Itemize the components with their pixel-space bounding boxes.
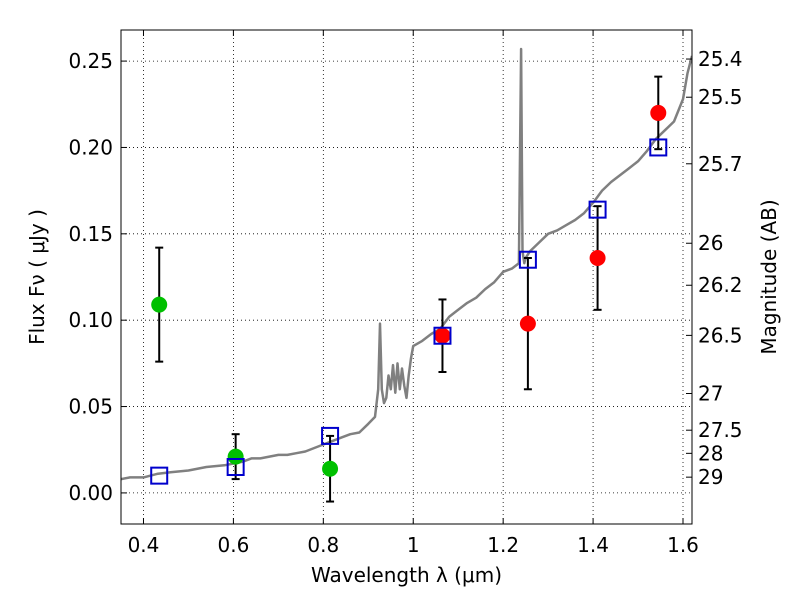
model-flux-square: [321, 426, 340, 445]
y-axis-title: Flux Fν ( μJy ): [25, 209, 49, 345]
y2-tick-label: 29: [698, 465, 723, 489]
x-tick-label: 0.4: [128, 533, 160, 557]
x-tick-label: 0.8: [307, 533, 339, 557]
y2-tick-label: 26.5: [698, 323, 743, 347]
model-flux-square: [649, 138, 668, 157]
photometry-point: [322, 460, 339, 477]
photometry-point: [650, 104, 667, 121]
y2-axis-title: Magnitude (AB): [757, 199, 781, 354]
photometry-point: [434, 327, 451, 344]
y-tick-label: 0.05: [68, 395, 113, 419]
x-tick-label: 0.6: [217, 533, 249, 557]
y2-tick-label: 27.5: [698, 418, 743, 442]
y-tick-label: 0.20: [68, 135, 113, 159]
model-flux-square: [226, 458, 245, 476]
y-tick-label: 0.10: [68, 308, 113, 332]
x-axis-title: Wavelength λ (μm): [311, 563, 502, 587]
y2-tick-label: 25.5: [698, 85, 743, 109]
plot-series: [121, 47, 692, 503]
x-tick-label: 1.6: [667, 533, 699, 557]
x-tick-label: 1.2: [487, 533, 519, 557]
x-tick-label: 1.4: [577, 533, 609, 557]
x-tick-label: 1: [407, 533, 420, 557]
y-tick-label: 0.00: [68, 481, 113, 505]
model-flux-square: [588, 200, 607, 219]
model-flux-square: [150, 466, 169, 485]
grid-lines: [121, 30, 692, 524]
photometry-point: [151, 296, 168, 313]
y2-tick-label: 25.4: [698, 47, 743, 71]
photometry-point: [519, 315, 536, 332]
y2-tick-label: 26: [698, 231, 723, 255]
y2-tick-label: 28: [698, 441, 723, 465]
y2-tick-label: 25.7: [698, 152, 743, 176]
photometry-point: [589, 250, 606, 266]
axis-ticks: 0.4 0.6 0.8 1 1.2 1.4 1.6 0.00 0.05 0.10 0.15 0.20 0…: [68, 30, 743, 557]
y-tick-label: 0.25: [68, 49, 113, 73]
y2-tick-label: 26.2: [698, 273, 743, 297]
model-flux-square: [433, 326, 452, 345]
photometry-point: [227, 448, 244, 465]
model-flux-square: [518, 250, 537, 269]
model-spectrum-line: [121, 47, 692, 481]
plot-frame: [120, 29, 693, 525]
y2-tick-label: 27: [698, 382, 723, 406]
y-tick-label: 0.15: [68, 222, 113, 246]
